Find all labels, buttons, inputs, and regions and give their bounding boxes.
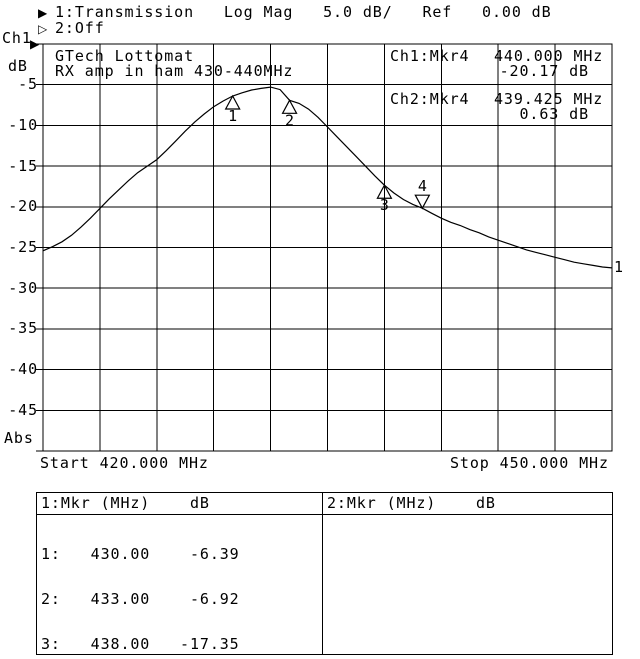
y-tick-label: -35 [8,319,38,337]
marker-table-ch1-header: 1:Mkr (MHz) dB [41,494,210,512]
ch1-marker-readout-label: Ch1:Mkr4 [390,47,470,65]
trace2-settings: 2:Off [55,19,105,37]
marker-row: 2: 433.00 -6.92 [41,590,240,608]
marker-row: 3: 438.00 -17.35 [41,635,240,653]
marker-table-ch1-rows: 1: 430.00 -6.39 2: 433.00 -6.92 3: 438.0… [41,517,240,659]
marker-table-ch2-header: 2:Mkr (MHz) dB [327,494,496,512]
trace-number-label: 1 [614,258,624,276]
header-line-2: ▷ 2:Off [38,21,105,37]
y-axis-unit: dB [8,57,28,75]
trace-1-curve [42,86,613,269]
ch2-marker-readout-value: 0.63 dB [519,105,589,123]
ch1-marker-readout-value: -20.17 dB [499,62,589,80]
marker-table-divider [322,493,323,654]
trace2-inactive-icon: ▷ [38,22,48,36]
ch2-marker-readout-label: Ch2:Mkr4 [390,90,470,108]
channel-label: Ch1 [2,29,32,47]
y-tick-label: -25 [8,238,38,256]
trace1-settings: 1:Transmission Log Mag 5.0 dB/ Ref 0.00 … [55,3,552,21]
ch1-marker-readout-freq: 440.000 MHz [494,47,604,65]
marker-3-symbol [376,183,393,199]
marker-2-symbol [281,99,298,114]
plot-title-line1: GTech Lottomat [55,47,195,65]
ch2-marker-readout-freq: 439.425 MHz [494,90,604,108]
stop-frequency-label: Stop 450.000 MHz [450,454,609,472]
marker-table: 1:Mkr (MHz) dB 2:Mkr (MHz) dB 1: 430.00 … [36,492,613,655]
y-tick-label: -30 [8,279,38,297]
y-tick-label: -20 [8,197,38,215]
y-tick-label: -45 [8,401,38,419]
plot-title-line2: RX amp in ham 430-440MHz [55,62,294,80]
y-tick-label: -15 [8,157,38,175]
marker-table-header-rule [37,514,612,515]
start-frequency-label: Start 420.000 MHz [40,454,209,472]
y-tick-label: -10 [8,116,38,134]
trace1-active-icon: ▶ [38,6,48,20]
marker-4-symbol [414,194,431,210]
y-tick-label: -40 [8,360,38,378]
marker-1-number: 1 [228,107,237,125]
marker-row: 1: 430.00 -6.39 [41,545,240,563]
header-line-1: ▶ 1:Transmission Log Mag 5.0 dB/ Ref 0.00… [38,5,552,21]
marker-4-number: 4 [418,177,427,195]
marker-3-number: 3 [380,196,389,214]
marker-2-number: 2 [285,111,294,129]
marker-1-symbol [224,94,241,110]
y-tick-label: -5 [18,75,38,93]
plot-frame [42,43,613,452]
ref-level-icon: ▶ [30,37,40,51]
y-axis-format-label: Abs [4,429,34,447]
